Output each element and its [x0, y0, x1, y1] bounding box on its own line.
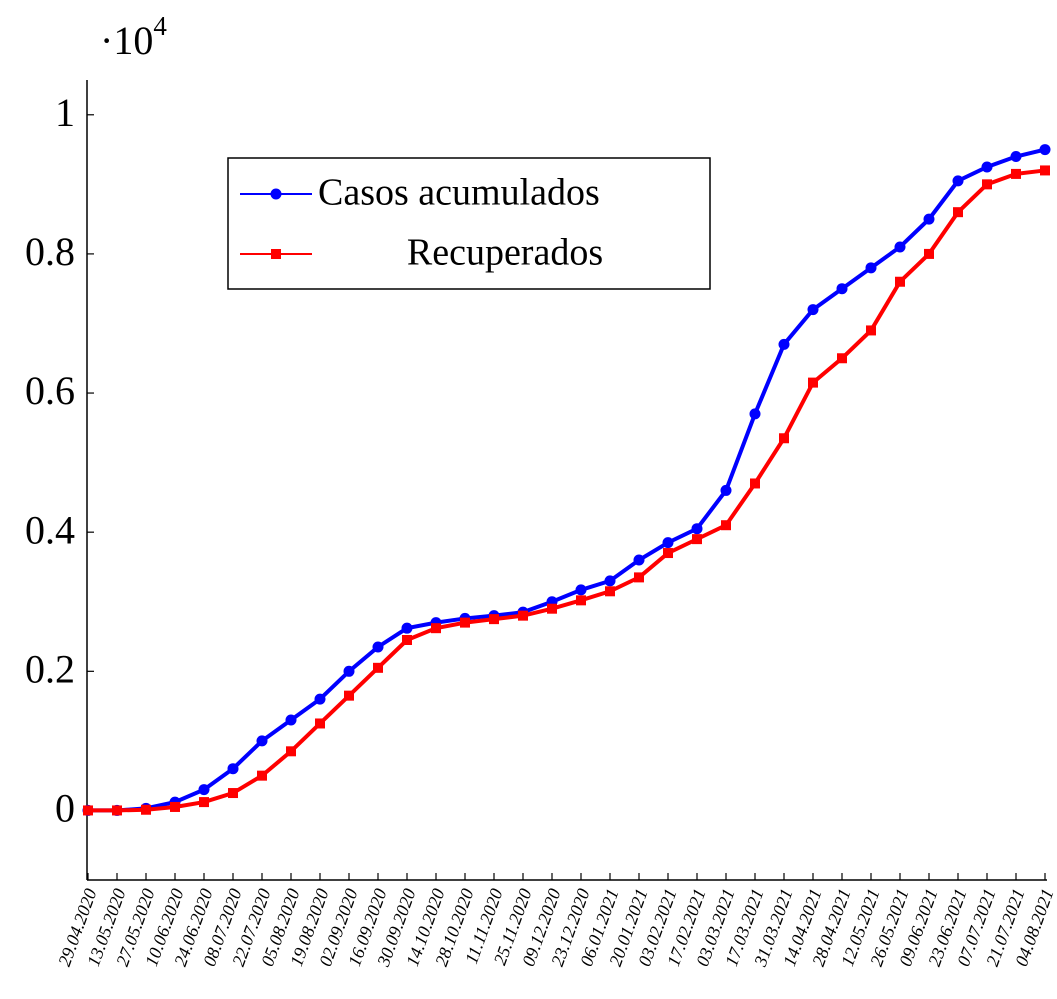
data-point — [576, 595, 586, 606]
data-point — [256, 735, 268, 747]
data-point — [575, 584, 587, 596]
data-point — [749, 408, 761, 420]
data-point — [489, 614, 499, 625]
data-point — [953, 207, 963, 218]
data-point — [344, 690, 354, 701]
data-point — [1039, 144, 1051, 156]
data-point — [720, 484, 732, 496]
data-point — [547, 603, 557, 614]
data-point — [431, 623, 441, 634]
y-multiplier-base: ·10 — [100, 18, 153, 63]
y-tick-label: 0.4 — [25, 507, 75, 552]
data-point — [634, 572, 644, 583]
legend-marker — [270, 188, 282, 200]
data-point — [924, 248, 934, 259]
data-point — [518, 610, 528, 621]
data-point — [199, 797, 209, 808]
y-multiplier: ·104 — [100, 11, 167, 63]
data-point — [1040, 165, 1050, 176]
data-point — [981, 161, 993, 173]
data-point — [779, 433, 789, 444]
legend-box — [227, 157, 711, 290]
y-tick-label: 0.2 — [25, 646, 75, 691]
y-tick-label: 1 — [55, 90, 75, 135]
data-point — [721, 520, 731, 531]
series-line — [88, 147, 1046, 813]
data-point — [285, 714, 297, 726]
data-point — [662, 537, 674, 549]
data-point — [691, 523, 703, 535]
data-point — [198, 784, 210, 796]
data-point — [83, 805, 93, 816]
data-point — [402, 635, 412, 645]
data-point — [373, 662, 383, 673]
data-point — [894, 241, 906, 253]
data-point — [778, 338, 790, 350]
data-point — [314, 693, 326, 705]
data-point — [923, 213, 935, 225]
data-point — [895, 276, 905, 287]
data-point — [750, 478, 760, 489]
y-multiplier-exponent: 4 — [153, 11, 167, 41]
data-point — [604, 575, 616, 587]
data-point — [837, 353, 847, 364]
data-point — [692, 534, 702, 545]
data-point — [865, 262, 877, 274]
data-point — [372, 641, 384, 653]
data-point — [227, 763, 239, 775]
data-point — [836, 283, 848, 295]
data-point — [605, 586, 615, 597]
data-point — [112, 805, 122, 816]
data-point — [982, 179, 992, 190]
y-tick-label: 0 — [55, 786, 75, 831]
y-tick-label: 0.6 — [25, 368, 75, 413]
data-point — [808, 377, 818, 388]
data-point — [228, 788, 238, 799]
legend-label: Casos acumulados — [318, 172, 600, 214]
data-point — [952, 175, 964, 187]
series-line — [88, 168, 1046, 813]
data-point — [286, 746, 296, 757]
data-point — [663, 548, 673, 559]
data-point — [633, 554, 645, 566]
data-point — [257, 770, 267, 781]
data-point — [343, 665, 355, 677]
legend-marker — [271, 249, 281, 259]
data-point — [1011, 168, 1021, 179]
y-tick-label: 0.8 — [25, 229, 75, 274]
data-point — [807, 304, 819, 316]
data-point — [1010, 151, 1022, 163]
legend-label: Recuperados — [407, 232, 603, 274]
data-point — [866, 325, 876, 336]
data-point — [460, 617, 470, 628]
data-point — [315, 718, 325, 729]
data-point — [141, 804, 151, 815]
data-point — [170, 801, 180, 812]
data-point — [401, 622, 413, 634]
